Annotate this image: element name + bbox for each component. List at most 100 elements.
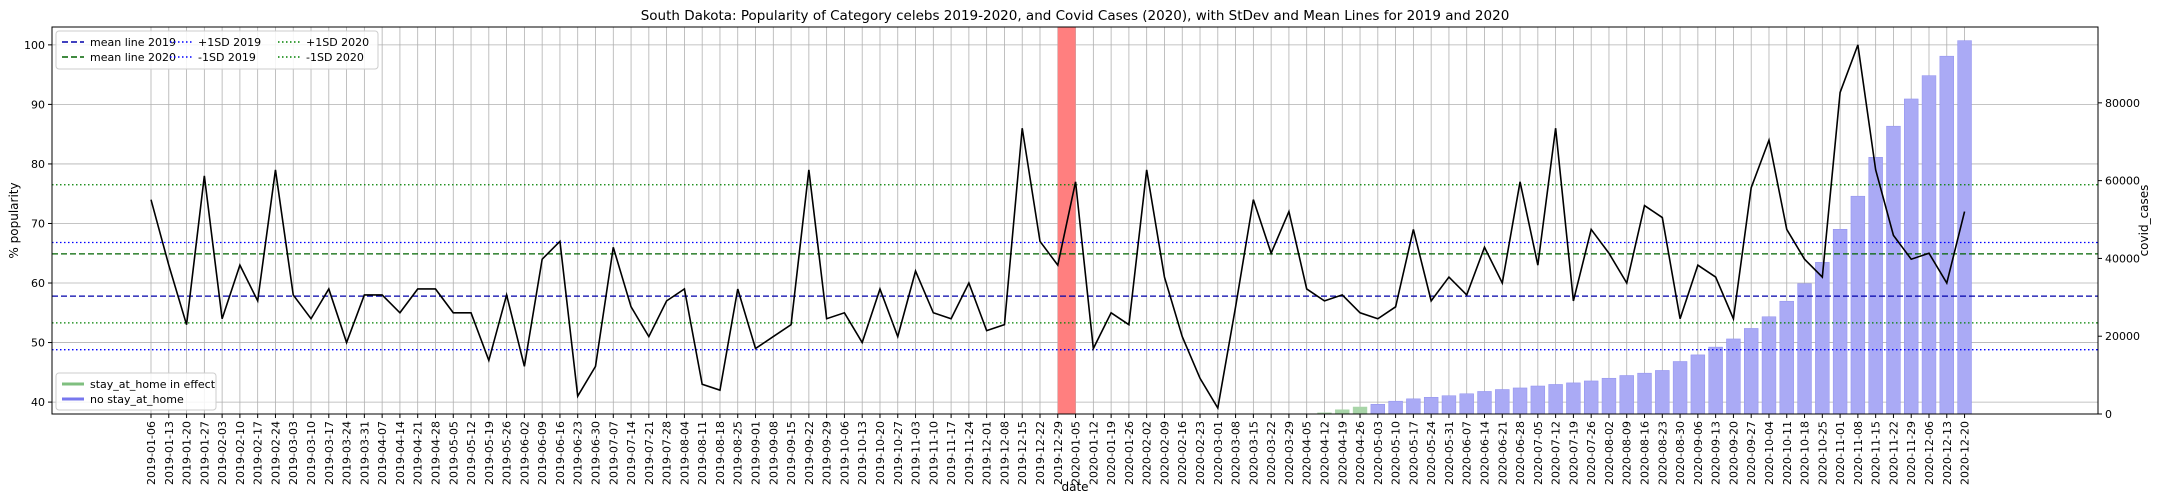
- x-tick-label: 2019-04-28: [429, 421, 442, 485]
- x-tick-label: 2019-11-03: [910, 421, 923, 485]
- y-tick-label: 90: [31, 98, 45, 111]
- legend-label: no stay_at_home: [90, 393, 184, 406]
- x-tick-label: 2019-11-10: [927, 421, 940, 485]
- x-tick-label: 2019-05-19: [483, 421, 496, 485]
- x-tick-label: 2019-10-06: [838, 421, 851, 485]
- y-axis-right: 0 20000 40000 60000 80000: [2098, 97, 2140, 421]
- x-tick-label: 2019-12-15: [1016, 421, 1029, 485]
- legend-top-frame: [55, 30, 379, 70]
- bar-no-stay-at-home: [1459, 393, 1474, 415]
- bar-no-stay-at-home: [1601, 377, 1617, 415]
- x-tick-label: 2020-03-08: [1230, 421, 1243, 485]
- bar-no-stay-at-home: [1423, 397, 1439, 415]
- x-tick-label: 2020-11-08: [1852, 421, 1865, 485]
- bar-no-stay-at-home: [1904, 98, 1919, 415]
- x-tick-label: 2020-06-21: [1496, 421, 1509, 485]
- x-tick-label: 2020-04-05: [1301, 421, 1314, 485]
- x-tick-label: 2020-09-06: [1692, 421, 1705, 485]
- x-tick-label: 2019-08-04: [678, 421, 691, 485]
- x-axis-label: date: [1061, 480, 1088, 494]
- reference-lines: [52, 184, 2098, 351]
- x-tick-label: 2020-08-30: [1674, 421, 1687, 485]
- x-tick-label: 2019-07-07: [607, 421, 620, 485]
- y-tick-label: 100: [24, 39, 45, 52]
- legend-label: mean line 2020: [90, 51, 176, 64]
- x-tick-label: 2019-01-13: [163, 421, 176, 485]
- bar-no-stay-at-home: [1832, 229, 1848, 415]
- legend-bottom: stay_at_home in effect no stay_at_home: [55, 372, 217, 411]
- x-tick-label: 2020-10-18: [1799, 421, 1812, 485]
- x-tick-label: 2020-06-07: [1461, 421, 1474, 485]
- x-tick-label: 2019-08-18: [714, 421, 727, 485]
- y2-tick-label: 0: [2105, 408, 2112, 421]
- x-tick-label: 2019-07-28: [661, 421, 674, 485]
- bar-no-stay-at-home: [1744, 328, 1759, 415]
- x-tick-label: 2019-01-27: [198, 421, 211, 485]
- bar-no-stay-at-home: [1957, 40, 1972, 415]
- x-tick-label: 2020-05-31: [1443, 421, 1456, 485]
- x-tick-label: 2019-02-17: [252, 421, 265, 485]
- bar-no-stay-at-home: [1477, 391, 1492, 415]
- x-tick-label: 2019-03-24: [341, 421, 354, 485]
- bar-no-stay-at-home: [1512, 387, 1528, 415]
- x-tick-label: 2019-03-31: [358, 421, 371, 485]
- bar-no-stay-at-home: [1672, 361, 1688, 415]
- legend-top: mean line 2019 mean line 2020 +1SD 2019 -1S…: [55, 30, 379, 70]
- x-tick-label: 2019-10-20: [874, 421, 887, 485]
- legend-bottom-frame: [55, 372, 217, 411]
- legend-label: -1SD 2019: [198, 51, 256, 64]
- y2-tick-label: 20000: [2105, 330, 2140, 343]
- x-tick-label: 2020-08-16: [1639, 421, 1652, 485]
- x-tick-label: 2019-02-10: [234, 421, 247, 485]
- x-tick-label: 2019-09-29: [821, 421, 834, 485]
- bar-no-stay-at-home: [1495, 389, 1510, 415]
- x-tick-label: 2020-09-13: [1710, 421, 1723, 485]
- bar-no-stay-at-home: [1655, 370, 1670, 415]
- x-tick-label: 2020-11-01: [1834, 421, 1847, 485]
- x-tick-label: 2020-02-02: [1141, 421, 1154, 485]
- x-tick-label: 2020-02-23: [1194, 421, 1207, 485]
- x-tick-label: 2019-03-17: [323, 421, 336, 485]
- bar-no-stay-at-home: [1779, 300, 1794, 415]
- x-tick-label: 2020-04-12: [1318, 421, 1331, 485]
- x-tick-label: 2019-09-01: [750, 421, 763, 485]
- x-tick-label: 2020-10-04: [1763, 421, 1776, 485]
- x-tick-label: 2019-06-09: [536, 421, 549, 485]
- bar-no-stay-at-home: [1690, 354, 1706, 415]
- x-tick-label: 2019-05-12: [465, 421, 478, 485]
- x-tick-label: 2020-08-23: [1656, 421, 1669, 485]
- x-tick-label: 2020-05-10: [1390, 421, 1403, 485]
- x-tick-label: 2020-11-15: [1870, 421, 1883, 485]
- bar-no-stay-at-home: [1388, 400, 1403, 415]
- bar-no-stay-at-home: [1921, 75, 1937, 415]
- x-tick-label: 2020-03-01: [1212, 421, 1225, 485]
- x-tick-label: 2020-07-26: [1585, 421, 1598, 485]
- covid-bars: [1317, 40, 1972, 415]
- x-tick-label: 2020-06-28: [1514, 421, 1527, 485]
- x-tick-label: 2019-04-21: [412, 421, 425, 485]
- bar-stay-at-home: [1352, 406, 1368, 415]
- bar-no-stay-at-home: [1583, 380, 1599, 415]
- x-tick-label: 2019-03-10: [305, 421, 318, 485]
- x-tick-label: 2019-12-22: [1034, 421, 1047, 485]
- x-tick-label: 2020-08-02: [1603, 421, 1616, 485]
- legend-label: -1SD 2020: [306, 51, 364, 64]
- x-tick-label: 2020-01-26: [1123, 421, 1136, 485]
- popularity-line: [150, 44, 1966, 411]
- x-tick-label: 2019-12-29: [1052, 421, 1065, 485]
- bar-no-stay-at-home: [1797, 283, 1812, 415]
- y2-tick-label: 60000: [2105, 175, 2140, 188]
- bar-no-stay-at-home: [1637, 372, 1652, 415]
- x-tick-label: 2020-10-25: [1816, 421, 1829, 485]
- bar-no-stay-at-home: [1406, 398, 1421, 415]
- x-tick-label: 2020-08-09: [1621, 421, 1634, 485]
- x-tick-label: 2019-10-13: [856, 421, 869, 485]
- bar-no-stay-at-home: [1619, 375, 1634, 415]
- x-tick-label: 2020-01-05: [1070, 421, 1083, 485]
- x-tick-label: 2019-01-20: [181, 421, 194, 485]
- x-tick-label: 2019-02-24: [269, 421, 282, 485]
- x-tick-label: 2019-07-21: [643, 421, 656, 485]
- x-tick-label: 2020-12-13: [1941, 421, 1954, 485]
- x-tick-label: 2020-03-22: [1265, 421, 1278, 485]
- bar-no-stay-at-home: [1370, 404, 1386, 415]
